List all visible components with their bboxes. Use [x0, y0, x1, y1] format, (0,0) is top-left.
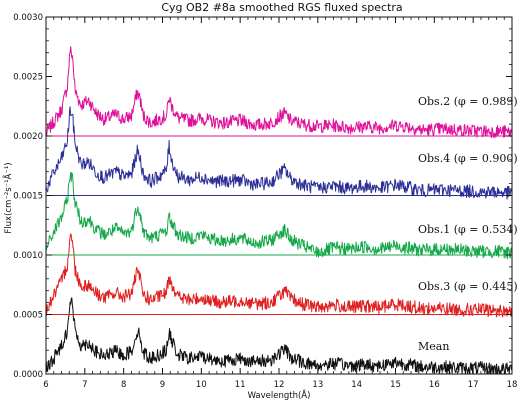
series-label-layer: Obs.2 (φ = 0.989) Obs.4 (φ = 0.900) Obs.1 … [418, 95, 518, 353]
series-label-4: Obs.3 (φ = 0.445) [418, 280, 518, 293]
y-tick-label: 0.0000 [13, 370, 43, 380]
y-tick-label: 0.0015 [13, 192, 43, 202]
x-tick-label: 12 [274, 380, 285, 390]
series-label-5: Mean [418, 340, 449, 353]
x-tick-label: 6 [43, 380, 48, 390]
x-tick-label: 9 [160, 380, 165, 390]
y-tick-label: 0.0025 [13, 73, 43, 83]
series-line-1 [45, 46, 513, 139]
series-line-3 [45, 171, 513, 260]
x-axis-label: Wavelength(Å) [248, 389, 311, 401]
y-tick-label: 0.0020 [13, 132, 43, 142]
x-tick-label: 17 [468, 380, 479, 390]
x-tick-label: 11 [235, 380, 246, 390]
y-axis-label: Flux(cm⁻²s⁻¹Å⁻¹) [2, 162, 14, 233]
x-tick-label: 10 [196, 380, 207, 390]
series-line-2 [45, 106, 513, 200]
series-label-1: Obs.2 (φ = 0.989) [418, 95, 518, 108]
x-tick-label: 16 [429, 380, 440, 390]
y-tick-label: 0.0030 [13, 13, 43, 23]
tick-layer: 6 7 8 9 10 11 12 13 14 15 16 17 18 0.0000 0.0005 0.0010… [13, 13, 517, 390]
series-layer [45, 46, 513, 375]
x-tick-label: 14 [351, 380, 362, 390]
x-tick-label: 13 [312, 380, 323, 390]
x-tick-label: 8 [121, 380, 126, 390]
chart-title: Cyg OB2 #8a smoothed RGS fluxed spectra [161, 1, 402, 14]
series-line-4 [45, 233, 513, 318]
series-label-3: Obs.1 (φ = 0.534) [418, 223, 518, 236]
x-tick-label: 7 [82, 380, 87, 390]
x-tick-label: 18 [507, 380, 518, 390]
y-tick-label: 0.0010 [13, 251, 43, 261]
y-tick-label: 0.0005 [13, 311, 43, 321]
x-tick-label: 15 [390, 380, 401, 390]
series-label-2: Obs.4 (φ = 0.900) [418, 152, 518, 165]
